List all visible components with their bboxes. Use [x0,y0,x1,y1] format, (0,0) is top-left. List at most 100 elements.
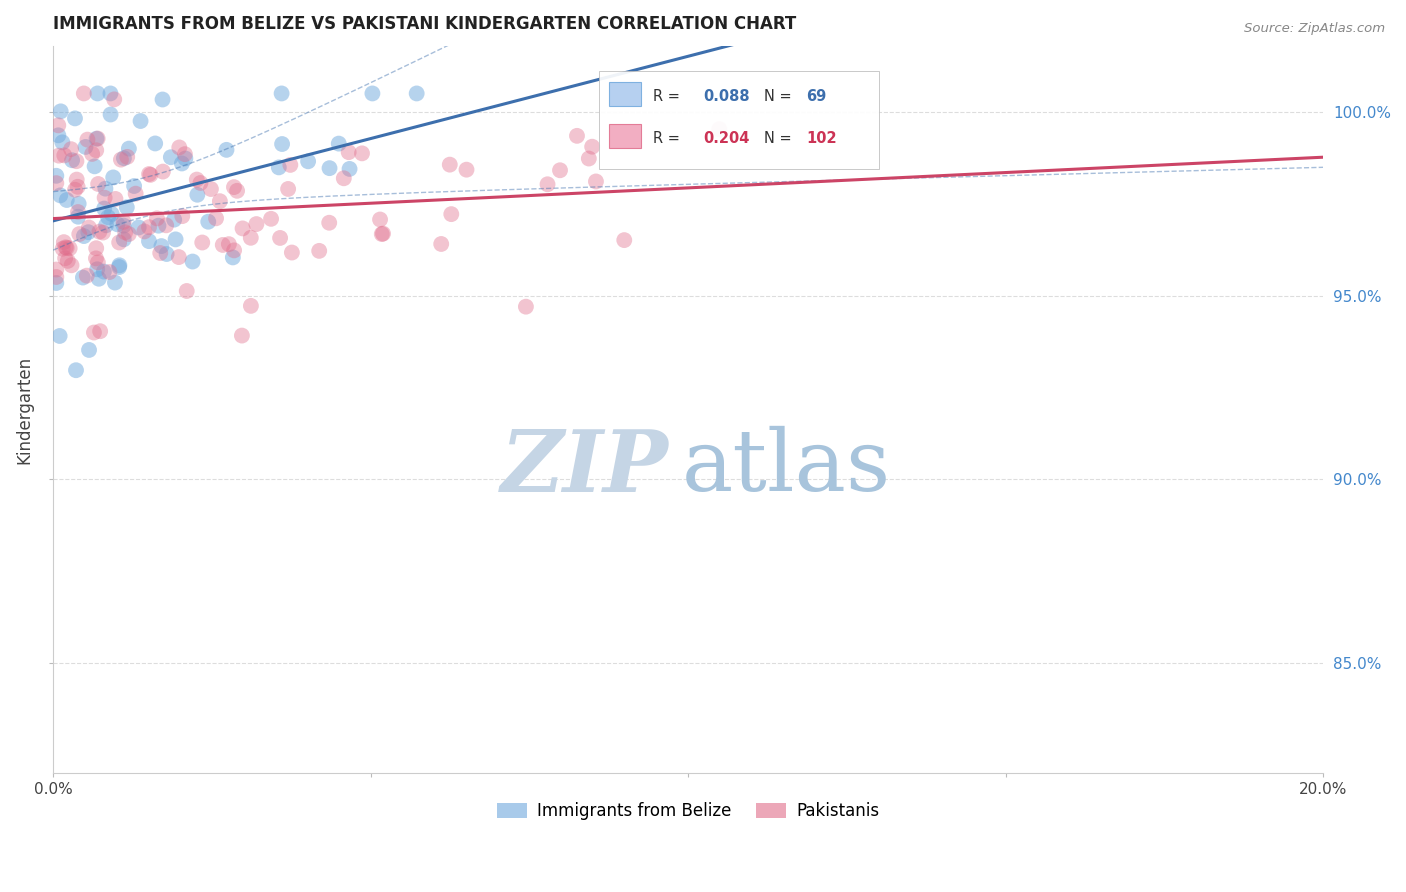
Point [103,170,125,185]
Point [138,234,160,248]
Point [98,265,121,279]
Point [150,239,173,253]
Y-axis label: Kindergarten: Kindergarten [15,356,32,464]
Point [581,139,603,153]
Point [59,241,82,255]
Point [281,245,304,260]
Point [77,225,100,239]
Point [430,237,453,252]
Point [267,161,290,175]
Point [548,163,571,178]
Point [100,107,122,121]
Point [53,148,76,162]
Point [45,169,67,183]
Point [91,226,114,240]
Point [333,171,356,186]
Point [174,152,197,166]
Point [84,252,107,266]
Point [55,241,77,255]
Point [115,150,138,164]
Point [115,200,138,214]
Point [55,240,77,254]
Point [48,329,70,343]
Point [139,168,162,182]
Point [73,87,96,101]
Point [152,164,174,178]
Point [77,220,100,235]
Point [232,221,254,235]
Point [118,142,141,156]
FancyBboxPatch shape [599,71,879,169]
Point [181,254,204,268]
Point [278,158,301,172]
Point [148,219,170,233]
Point [565,128,588,143]
Point [52,235,75,249]
Point [174,147,197,161]
Point [271,136,294,151]
Point [49,188,72,202]
Point [170,156,193,170]
Point [112,219,135,233]
Point [108,258,131,272]
Point [87,177,110,191]
Point [86,262,108,277]
Point [167,250,190,264]
Point [76,133,98,147]
Text: ZIP: ZIP [502,426,669,509]
Point [118,227,141,241]
Point [318,161,340,176]
Point [134,224,156,238]
Point [197,215,219,229]
Point [93,264,115,278]
Point [337,145,360,160]
Point [75,140,97,154]
Point [67,227,90,241]
Point [114,225,136,239]
Point [146,211,169,226]
Point [89,324,111,338]
Point [72,270,94,285]
Point [152,93,174,107]
Text: 0.088: 0.088 [703,89,749,104]
Point [60,142,83,156]
Point [191,235,214,250]
Point [108,235,131,250]
Point [66,179,89,194]
Point [339,161,361,176]
Text: R =: R = [652,131,685,145]
Point [94,219,117,233]
Point [45,262,67,277]
Text: R =: R = [652,89,685,104]
Point [245,217,267,231]
Point [87,255,110,269]
Point [45,270,67,285]
Point [186,172,208,186]
Point [46,119,69,133]
Point [86,87,108,101]
Point [100,87,122,101]
Point [112,151,135,165]
Point [84,143,107,157]
Point [143,136,166,151]
Point [104,192,127,206]
Point [222,180,245,194]
Point [371,227,394,241]
Point [515,300,537,314]
Point [536,178,558,192]
Point [222,244,245,258]
Point [371,227,394,241]
Point [122,179,145,194]
FancyBboxPatch shape [609,82,641,106]
Point [53,252,76,266]
Point [361,87,384,101]
Point [83,159,105,173]
Point [83,326,105,340]
Point [368,212,391,227]
Point [239,299,262,313]
Point [318,216,340,230]
Point [163,212,186,227]
Point [55,193,77,207]
Point [222,251,245,265]
Point [231,328,253,343]
